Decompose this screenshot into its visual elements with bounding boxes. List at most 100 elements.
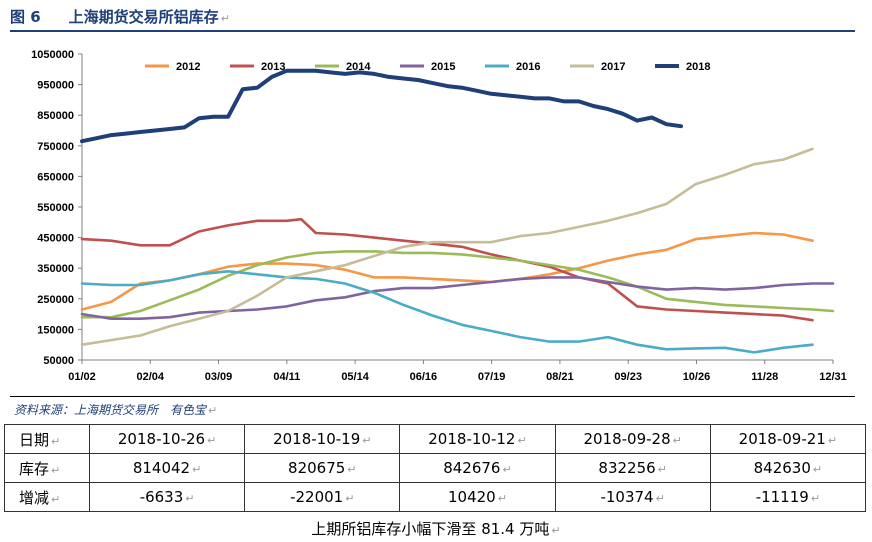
table-cell-text: -10374: [600, 488, 654, 506]
legend: 2012 2013 2014 2015 2016 2017 2018: [145, 61, 710, 73]
paragraph-mark-icon: ↵: [208, 404, 218, 417]
legend-label: 2017: [601, 61, 625, 73]
title-rule: [10, 30, 855, 32]
table-cell-text: 2018-10-19: [273, 430, 361, 448]
x-tick-label: 10/26: [683, 371, 711, 383]
paragraph-mark-icon: ↵: [51, 492, 61, 506]
table-cell-text: -6633: [139, 488, 184, 506]
caption: 上期所铝库存小幅下滑至 81.4 万吨 ↵: [0, 518, 872, 539]
x-tick-label: 08/21: [546, 371, 574, 383]
table-cell: 832256 ↵: [554, 453, 711, 483]
source-note: 资料来源：上海期货交易所 有色宝 ↵: [14, 401, 217, 418]
y-tick-label: 650000: [37, 171, 74, 183]
source-text: 资料来源：上海期货交易所 有色宝: [14, 403, 207, 417]
y-tick-label: 450000: [37, 233, 74, 245]
x-tick-label: 05/14: [341, 371, 369, 383]
table-cell-text: 2018-10-12: [428, 430, 516, 448]
table-row-header: 库存 ↵: [4, 453, 90, 483]
x-tick-label: 03/09: [205, 371, 233, 383]
table-cell-text: 日期: [19, 430, 50, 449]
legend-label: 2012: [176, 61, 200, 73]
table-cell: 2018-10-12 ↵: [399, 424, 556, 454]
paragraph-mark-icon: ↵: [345, 492, 355, 505]
x-tick-label: 01/02: [68, 371, 96, 383]
x-tick-label: 09/23: [614, 371, 642, 383]
table-cell: -22001 ↵: [244, 482, 401, 512]
table-cell-text: 2018-09-21: [738, 430, 826, 448]
table-cell-text: 10420: [448, 488, 496, 506]
figure-title-text: 上海期货交易所铝库存: [68, 8, 219, 26]
paragraph-mark-icon: ↵: [51, 463, 61, 477]
table-cell-text: -11119: [755, 488, 809, 506]
paragraph-mark-icon: ↵: [517, 434, 527, 447]
series-line-2015: [80, 276, 835, 321]
x-tick-label: 11/28: [751, 371, 778, 383]
table-cell: 10420 ↵: [399, 482, 556, 512]
y-tick-label: 150000: [37, 324, 74, 336]
y-tick-label: 950000: [37, 80, 74, 92]
table-cell-text: 2018-09-28: [583, 430, 671, 448]
paragraph-mark-icon: ↵: [497, 492, 507, 505]
table-cell-text: 增减: [19, 488, 50, 507]
series-line-2016: [80, 270, 814, 354]
legend-label: 2018: [686, 61, 710, 73]
table-cell: 2018-10-26 ↵: [88, 424, 246, 454]
legend-label: 2016: [516, 61, 540, 73]
table-cell-text: -22001: [290, 488, 344, 506]
y-tick-label: 50000: [43, 355, 74, 367]
x-tick-label: 07/19: [478, 371, 506, 383]
y-tick-label: 250000: [37, 294, 74, 306]
paragraph-mark-icon: ↵: [655, 492, 665, 505]
table-row-change-row: 增减 ↵ -6633 ↵ -22001 ↵ 10420 ↵ -10374 ↵ -11119 ↵: [4, 482, 867, 512]
paragraph-mark-icon: ↵: [812, 463, 823, 476]
paragraph-mark-icon: ↵: [185, 492, 195, 505]
paragraph-mark-icon: ↵: [672, 434, 682, 447]
series-lines: [80, 68, 835, 354]
table-row-header: 增减 ↵: [4, 482, 90, 512]
y-axis: 50000 150000 250000 350000 450000 550000 65000…: [31, 49, 83, 367]
paragraph-mark-icon: ↵: [551, 524, 561, 537]
paragraph-mark-icon: ↵: [347, 463, 357, 476]
series-line-2018: [80, 68, 683, 144]
table-cell: 814042 ↵: [88, 453, 246, 483]
series-line-2014: [80, 250, 835, 319]
paragraph-mark-icon: ↵: [657, 463, 667, 476]
paragraph-mark-icon: ↵: [827, 434, 838, 447]
table-cell: 842630 ↵: [709, 453, 867, 483]
table-cell-text: 814042: [132, 459, 191, 477]
table-row-date-row: 日期 ↵ 2018-10-26 ↵ 2018-10-19 ↵ 2018-10-12 ↵ 2018…: [4, 424, 867, 454]
x-axis: 01/02 02/04 03/09 04/11 05/14 06/16 07/19 08/21…: [68, 359, 847, 383]
table-cell-text: 832256: [598, 459, 656, 477]
table-row-header: 日期 ↵: [4, 424, 90, 454]
series-line-2017: [80, 147, 814, 347]
line-chart: 50000 150000 250000 350000 450000 550000 65000…: [31, 49, 847, 383]
paragraph-mark-icon: ↵: [192, 463, 202, 476]
table-cell-text: 842676: [443, 459, 501, 477]
legend-label: 2013: [261, 61, 285, 73]
figure-label: 图 6: [10, 8, 41, 26]
paragraph-mark-icon: ↵: [810, 492, 821, 505]
paragraph-mark-icon: ↵: [51, 434, 61, 448]
paragraph-mark-icon: ↵: [362, 434, 372, 447]
table-cell-text: 842630: [753, 459, 811, 477]
table-cell: 820675 ↵: [244, 453, 401, 483]
series-line-2013: [80, 217, 814, 322]
y-tick-label: 850000: [37, 110, 74, 122]
legend-label: 2014: [346, 61, 371, 73]
paragraph-mark-icon: ↵: [220, 12, 230, 25]
x-tick-label: 12/31: [819, 371, 847, 383]
table-cell: -10374 ↵: [554, 482, 711, 512]
table-cell: 2018-09-28 ↵: [554, 424, 711, 454]
caption-text: 上期所铝库存小幅下滑至 81.4 万吨: [311, 520, 550, 538]
inventory-table: 日期 ↵ 2018-10-26 ↵ 2018-10-19 ↵ 2018-10-12 ↵ 2018…: [4, 424, 867, 512]
paragraph-mark-icon: ↵: [502, 463, 512, 476]
legend-label: 2015: [431, 61, 455, 73]
figure-title: 图 6 上海期货交易所铝库存 ↵: [10, 4, 230, 30]
y-tick-label: 1050000: [31, 49, 74, 61]
table-cell: 2018-10-19 ↵: [244, 424, 401, 454]
table-cell: 842676 ↵: [399, 453, 556, 483]
table-cell: -6633 ↵: [88, 482, 246, 512]
table-cell-text: 2018-10-26: [117, 430, 206, 448]
y-tick-label: 750000: [37, 141, 74, 153]
table-cell-text: 820675: [288, 459, 346, 477]
